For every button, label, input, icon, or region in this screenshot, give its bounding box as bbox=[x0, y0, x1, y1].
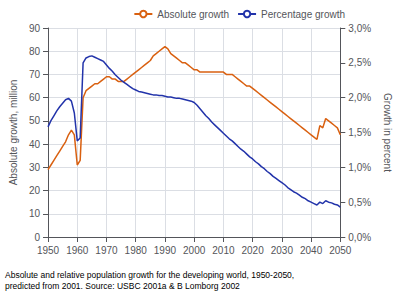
svg-text:2040: 2040 bbox=[300, 245, 323, 256]
svg-text:70: 70 bbox=[29, 69, 41, 80]
svg-text:60: 60 bbox=[29, 92, 41, 103]
svg-text:Absolute growth, million: Absolute growth, million bbox=[8, 80, 19, 186]
svg-text:1950: 1950 bbox=[37, 245, 60, 256]
svg-text:0: 0 bbox=[34, 232, 40, 243]
svg-text:0,5%: 0,5% bbox=[348, 197, 371, 208]
svg-text:Absolute growth: Absolute growth bbox=[157, 9, 229, 20]
svg-text:1980: 1980 bbox=[125, 245, 148, 256]
svg-text:2,0%: 2,0% bbox=[348, 92, 371, 103]
svg-text:1990: 1990 bbox=[154, 245, 177, 256]
svg-text:50: 50 bbox=[29, 115, 41, 126]
svg-text:0,0%: 0,0% bbox=[348, 232, 371, 243]
svg-text:2050: 2050 bbox=[329, 245, 352, 256]
svg-text:2030: 2030 bbox=[271, 245, 294, 256]
svg-text:Absolute and relative populati: Absolute and relative population growth … bbox=[5, 270, 294, 280]
svg-text:2010: 2010 bbox=[212, 245, 235, 256]
svg-text:predicted from 2001. Source: U: predicted from 2001. Source: USBC 2001a … bbox=[5, 281, 240, 291]
svg-text:3,0%: 3,0% bbox=[348, 23, 371, 34]
svg-text:2,5%: 2,5% bbox=[348, 57, 371, 68]
svg-text:1,0%: 1,0% bbox=[348, 162, 371, 173]
svg-text:Percentage growth: Percentage growth bbox=[261, 9, 345, 20]
svg-text:1960: 1960 bbox=[66, 245, 89, 256]
svg-text:Growth in percent: Growth in percent bbox=[382, 93, 393, 172]
svg-text:1970: 1970 bbox=[95, 245, 118, 256]
svg-text:80: 80 bbox=[29, 46, 41, 57]
svg-text:10: 10 bbox=[29, 208, 41, 219]
svg-text:2000: 2000 bbox=[183, 245, 206, 256]
svg-text:30: 30 bbox=[29, 162, 41, 173]
svg-text:2020: 2020 bbox=[241, 245, 264, 256]
svg-text:90: 90 bbox=[29, 23, 41, 34]
svg-text:20: 20 bbox=[29, 185, 41, 196]
svg-text:40: 40 bbox=[29, 139, 41, 150]
svg-text:1,5%: 1,5% bbox=[348, 127, 371, 138]
